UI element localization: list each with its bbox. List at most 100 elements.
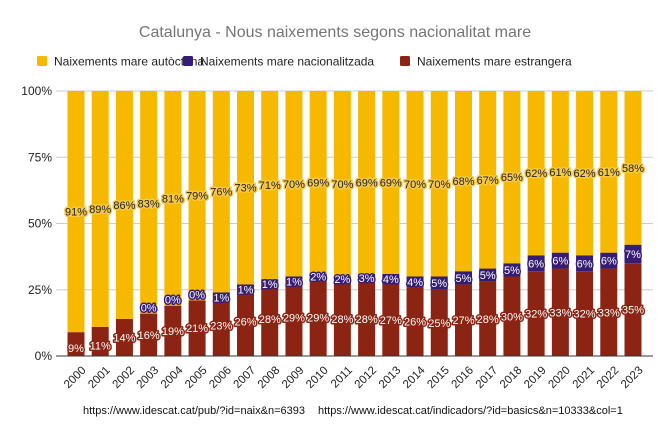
x-tick-label: 2000	[62, 364, 89, 391]
data-labels: 9% 91% 11% 89% 14% 86% 16% 0% 83% 19% 0% 81% 21% 0% 79…	[63, 161, 645, 356]
data-label: 1%	[286, 277, 302, 289]
bar-group-2021	[576, 91, 594, 356]
bar-segment	[551, 252, 569, 269]
data-label: 61%	[598, 167, 620, 179]
data-label: 14%	[113, 332, 135, 344]
y-tick-label: 100%	[21, 84, 52, 98]
data-label: 91%	[65, 207, 87, 219]
data-label: 1%	[213, 292, 229, 304]
data-label: 86%	[113, 200, 135, 212]
x-tick-label: 2012	[353, 364, 380, 391]
bar-segment	[261, 279, 279, 282]
bar-segment	[503, 263, 521, 277]
data-label: 23%	[210, 321, 232, 333]
source-link-1[interactable]: https://www.idescat.cat/pub/?id=naix&n=6…	[83, 405, 305, 417]
bar-group-2023	[624, 91, 642, 356]
bar-group-2000	[67, 91, 85, 356]
bar-group-2008	[261, 91, 279, 356]
data-label: 32%	[525, 309, 547, 321]
data-label: 5%	[480, 270, 496, 282]
legend-item[interactable]: Naixements mare estrangera	[400, 55, 572, 69]
data-label: 32%	[574, 309, 596, 321]
bar-segment	[237, 287, 255, 356]
bar-segment	[430, 289, 448, 356]
bar-segment	[479, 281, 497, 356]
data-label: 25%	[428, 318, 450, 330]
bar-segment	[454, 271, 472, 285]
data-label: 0%	[165, 295, 181, 307]
x-tick-label: 2014	[401, 364, 428, 391]
data-label: 58%	[622, 163, 644, 175]
data-label: 6%	[577, 258, 593, 270]
bar-segment	[358, 91, 376, 274]
bar-segment	[600, 91, 618, 253]
bar-segment	[479, 91, 497, 269]
bar-segment	[212, 292, 230, 296]
data-label: 70%	[283, 179, 305, 191]
bar-segment	[285, 276, 303, 280]
bar-group-2010	[309, 91, 327, 356]
bar-segment	[600, 252, 618, 269]
bar-segment	[551, 268, 569, 356]
y-tick-label: 25%	[28, 283, 52, 297]
x-tick-label: 2016	[450, 364, 477, 391]
data-label: 26%	[404, 317, 426, 329]
data-label: 7%	[625, 249, 641, 261]
bar-segment	[261, 91, 279, 280]
data-label: 83%	[138, 199, 160, 211]
source-link-2[interactable]: https://www.idescat.cat/indicadors/?id=b…	[318, 405, 623, 417]
data-label: 67%	[477, 175, 499, 187]
bar-segment	[212, 91, 230, 293]
bar-segment	[527, 91, 545, 256]
data-label: 33%	[598, 307, 620, 319]
bar-segment	[261, 281, 279, 356]
data-label: 1%	[262, 279, 278, 291]
data-label: 70%	[331, 179, 353, 191]
bar-segment	[576, 91, 594, 256]
data-label: 4%	[407, 277, 423, 289]
legend-label: Naixements mare estrangera	[417, 55, 572, 69]
data-label: 28%	[477, 314, 499, 326]
data-label: 5%	[431, 278, 447, 290]
data-label: 30%	[501, 311, 523, 323]
legend-swatch	[183, 56, 193, 66]
bar-segment	[115, 91, 133, 319]
bar-segment	[527, 255, 545, 272]
x-tick-label: 2010	[304, 364, 331, 391]
data-label: 61%	[549, 167, 571, 179]
data-label: 11%	[90, 340, 111, 352]
legend-item[interactable]: Naixements mare nacionalitzada	[183, 55, 374, 69]
data-label: 29%	[283, 313, 305, 325]
legend-item[interactable]: Naixements mare autòctona	[37, 55, 204, 69]
data-label: 6%	[528, 258, 544, 270]
bar-segment	[91, 326, 109, 356]
bar-segment	[212, 295, 230, 356]
x-tick-label: 2019	[522, 364, 549, 391]
data-label: 2%	[310, 272, 326, 284]
x-tick-label: 2007	[232, 364, 259, 391]
bar-segment	[285, 91, 303, 277]
bar-segment	[551, 91, 569, 253]
x-tick-label: 2022	[595, 364, 622, 391]
bar-segment	[406, 287, 424, 356]
data-label: 69%	[356, 177, 378, 189]
bar-group-2004	[164, 91, 182, 356]
data-label: 9%	[68, 343, 84, 355]
bar-segment	[333, 281, 351, 356]
bar-segment	[576, 255, 594, 272]
bar-group-2009	[285, 91, 303, 356]
data-label: 4%	[383, 274, 399, 286]
y-tick-label: 75%	[28, 150, 52, 164]
bar-segment	[624, 91, 642, 245]
x-tick-label: 2002	[110, 364, 137, 391]
data-label: 28%	[331, 314, 353, 326]
x-tick-label: 2001	[86, 364, 113, 391]
x-tick-label: 2008	[256, 364, 283, 391]
bar-segment	[358, 273, 376, 282]
data-label: 26%	[235, 317, 257, 329]
data-label: 2%	[334, 274, 350, 286]
bar-group-2006	[212, 91, 230, 356]
bar-segment	[188, 300, 206, 356]
